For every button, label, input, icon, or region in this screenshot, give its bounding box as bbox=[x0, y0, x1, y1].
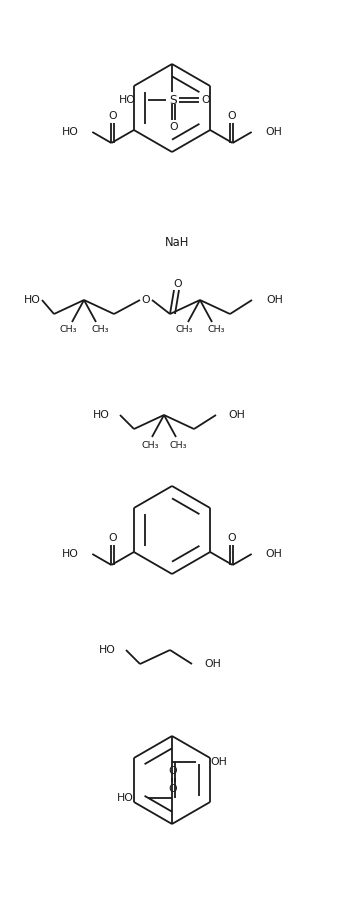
Text: CH₃: CH₃ bbox=[59, 325, 77, 334]
Text: O: O bbox=[108, 111, 117, 121]
Text: CH₃: CH₃ bbox=[91, 325, 109, 334]
Text: O: O bbox=[227, 533, 236, 543]
Text: OH: OH bbox=[210, 757, 227, 767]
Text: O: O bbox=[169, 766, 177, 776]
Text: HO: HO bbox=[117, 793, 134, 803]
Text: OH: OH bbox=[266, 549, 283, 559]
Text: CH₃: CH₃ bbox=[175, 325, 193, 334]
Text: O: O bbox=[108, 533, 117, 543]
Text: OH: OH bbox=[266, 295, 283, 305]
Text: OH: OH bbox=[228, 410, 245, 420]
Text: CH₃: CH₃ bbox=[169, 440, 187, 449]
Text: O: O bbox=[202, 95, 210, 105]
Text: OH: OH bbox=[266, 127, 283, 137]
Text: O: O bbox=[170, 122, 178, 132]
Text: O: O bbox=[174, 279, 182, 289]
Text: HO: HO bbox=[93, 410, 110, 420]
Text: NaH: NaH bbox=[165, 236, 189, 250]
Text: HO: HO bbox=[119, 95, 136, 105]
Text: HO: HO bbox=[61, 127, 78, 137]
Text: S: S bbox=[169, 94, 177, 106]
Text: O: O bbox=[142, 295, 150, 305]
Text: HO: HO bbox=[23, 295, 40, 305]
Text: O: O bbox=[227, 111, 236, 121]
Text: CH₃: CH₃ bbox=[207, 325, 225, 334]
Text: OH: OH bbox=[204, 659, 221, 669]
Text: CH₃: CH₃ bbox=[141, 440, 159, 449]
Text: HO: HO bbox=[99, 645, 116, 655]
Text: O: O bbox=[169, 784, 177, 794]
Text: HO: HO bbox=[61, 549, 78, 559]
